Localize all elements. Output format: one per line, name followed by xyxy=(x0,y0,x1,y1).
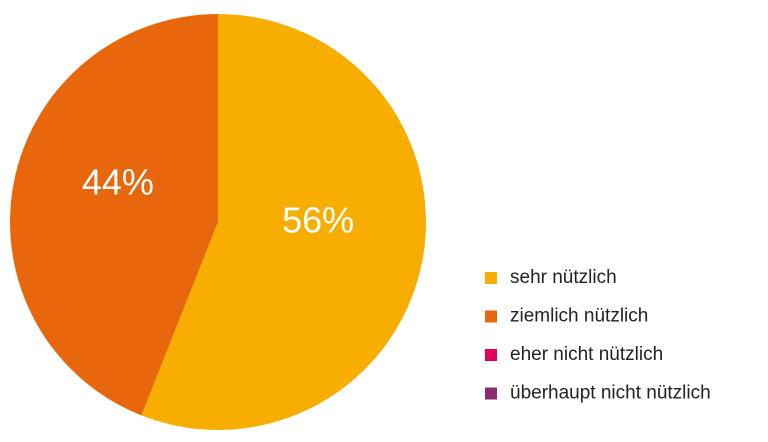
legend-label: eher nicht nützlich xyxy=(510,344,663,365)
pie-slice xyxy=(9,14,218,416)
legend-swatch xyxy=(485,272,497,284)
value-label: 56% xyxy=(282,200,354,241)
value-label: 44% xyxy=(82,161,154,202)
legend-swatch xyxy=(485,349,497,361)
legend-label: überhaupt nicht nützlich xyxy=(510,383,711,404)
legend-label: sehr nützlich xyxy=(510,267,617,288)
legend-swatch xyxy=(485,387,497,400)
legend-swatch xyxy=(485,310,497,323)
legend-label: ziemlich nützlich xyxy=(510,306,648,327)
pie-slice xyxy=(141,14,426,430)
